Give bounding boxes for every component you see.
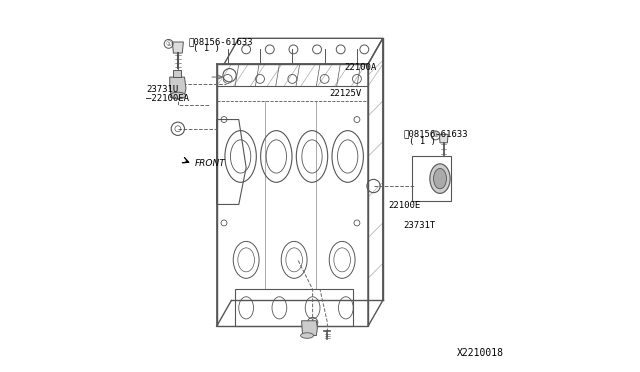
Text: 22100A: 22100A — [344, 63, 376, 72]
Ellipse shape — [430, 164, 450, 193]
Ellipse shape — [170, 92, 186, 99]
Text: ( 1 ): ( 1 ) — [193, 44, 220, 53]
Text: 23731U: 23731U — [147, 85, 179, 94]
Text: FRONT: FRONT — [195, 159, 225, 168]
Text: X2210018: X2210018 — [456, 348, 504, 358]
Polygon shape — [172, 42, 184, 53]
Text: ①08156-61633: ①08156-61633 — [189, 37, 253, 46]
Polygon shape — [170, 77, 186, 96]
Ellipse shape — [433, 169, 447, 189]
Text: 23731T: 23731T — [403, 221, 435, 231]
Text: —22100EA: —22100EA — [147, 94, 189, 103]
Text: ( 1 ): ( 1 ) — [408, 137, 435, 145]
Text: ③08156-61633: ③08156-61633 — [403, 129, 468, 138]
Polygon shape — [301, 321, 317, 336]
Text: ①: ① — [166, 41, 172, 47]
Ellipse shape — [301, 333, 314, 338]
Text: ③: ③ — [433, 132, 438, 138]
Polygon shape — [173, 70, 181, 77]
Text: 22100E: 22100E — [388, 201, 420, 210]
Text: 22125V: 22125V — [329, 89, 362, 97]
Polygon shape — [439, 134, 448, 143]
